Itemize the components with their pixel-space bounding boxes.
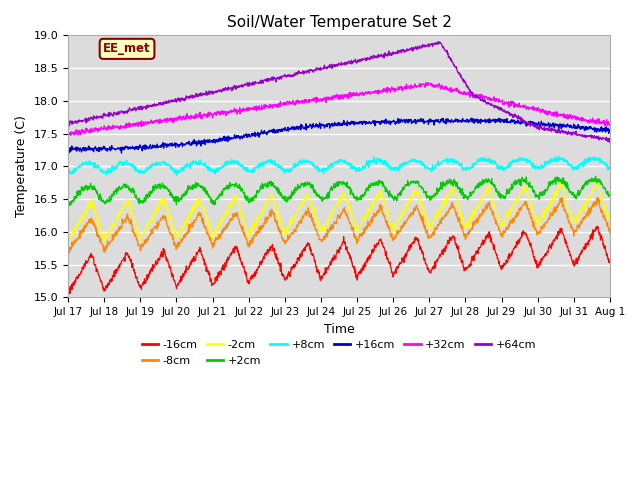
-8cm (606, 230, 614, 236)
+8cm (172, 167, 179, 172)
-2cm (185, 213, 193, 219)
-2cm (542, 208, 550, 214)
-16cm (64, 287, 72, 293)
+2cm (66, 203, 74, 208)
Line: +16cm: +16cm (68, 118, 610, 153)
+32cm (424, 83, 431, 88)
+32cm (172, 115, 180, 121)
+8cm (185, 162, 193, 168)
-16cm (606, 259, 614, 264)
+2cm (185, 183, 193, 189)
+32cm (185, 114, 193, 120)
-2cm (65, 240, 73, 246)
+2cm (542, 187, 550, 192)
+64cm (494, 106, 502, 112)
Line: +2cm: +2cm (68, 176, 610, 205)
+32cm (64, 129, 72, 134)
-16cm (246, 280, 253, 286)
-8cm (542, 220, 550, 226)
+32cm (495, 99, 502, 105)
+16cm (172, 144, 180, 150)
Line: +32cm: +32cm (68, 83, 610, 135)
+64cm (423, 44, 431, 49)
+64cm (435, 39, 442, 45)
-16cm (542, 251, 550, 256)
-16cm (172, 282, 180, 288)
+64cm (185, 95, 193, 100)
-8cm (424, 228, 431, 233)
-8cm (185, 222, 193, 228)
-8cm (594, 195, 602, 201)
Text: EE_met: EE_met (103, 42, 151, 55)
+8cm (542, 161, 550, 167)
Legend: -16cm, -8cm, -2cm, +2cm, +8cm, +16cm, +32cm, +64cm: -16cm, -8cm, -2cm, +2cm, +8cm, +16cm, +3… (137, 336, 541, 370)
Title: Soil/Water Temperature Set 2: Soil/Water Temperature Set 2 (227, 15, 451, 30)
-8cm (494, 223, 502, 229)
+16cm (495, 116, 502, 121)
+8cm (64, 169, 72, 175)
+2cm (424, 194, 431, 200)
+64cm (606, 140, 614, 145)
+16cm (185, 138, 193, 144)
-8cm (65, 251, 72, 257)
-16cm (494, 255, 502, 261)
-2cm (246, 230, 253, 236)
-2cm (494, 214, 502, 220)
+64cm (172, 98, 179, 104)
-2cm (606, 216, 614, 222)
+16cm (606, 127, 614, 133)
-2cm (424, 218, 431, 224)
Line: -16cm: -16cm (68, 227, 610, 293)
Line: -2cm: -2cm (68, 182, 610, 243)
+2cm (592, 173, 600, 179)
+16cm (467, 115, 475, 121)
+8cm (494, 165, 502, 171)
+2cm (172, 194, 180, 200)
+2cm (64, 200, 72, 205)
-16cm (594, 224, 602, 229)
-2cm (64, 236, 72, 241)
+8cm (173, 172, 180, 178)
Line: +8cm: +8cm (68, 156, 610, 175)
+8cm (246, 168, 253, 174)
X-axis label: Time: Time (324, 323, 355, 336)
+8cm (556, 154, 563, 159)
+16cm (118, 150, 125, 156)
+32cm (67, 132, 74, 138)
+64cm (542, 126, 550, 132)
Line: -8cm: -8cm (68, 198, 610, 254)
+32cm (606, 122, 614, 128)
-2cm (172, 233, 180, 239)
-16cm (424, 266, 431, 272)
+8cm (606, 166, 614, 171)
+8cm (424, 164, 431, 170)
-8cm (64, 249, 72, 255)
-8cm (246, 242, 253, 248)
-8cm (172, 243, 180, 249)
+64cm (64, 121, 72, 127)
+32cm (542, 111, 550, 117)
+16cm (246, 132, 253, 138)
+16cm (64, 147, 72, 153)
Y-axis label: Temperature (C): Temperature (C) (15, 115, 28, 217)
Line: +64cm: +64cm (68, 42, 610, 143)
+2cm (606, 192, 614, 198)
-2cm (593, 180, 601, 185)
+16cm (542, 123, 550, 129)
+2cm (246, 196, 253, 202)
+64cm (245, 80, 253, 85)
+2cm (494, 190, 502, 195)
+32cm (422, 80, 429, 85)
-16cm (66, 290, 74, 296)
+16cm (424, 118, 431, 123)
-16cm (185, 265, 193, 271)
+32cm (246, 106, 253, 112)
